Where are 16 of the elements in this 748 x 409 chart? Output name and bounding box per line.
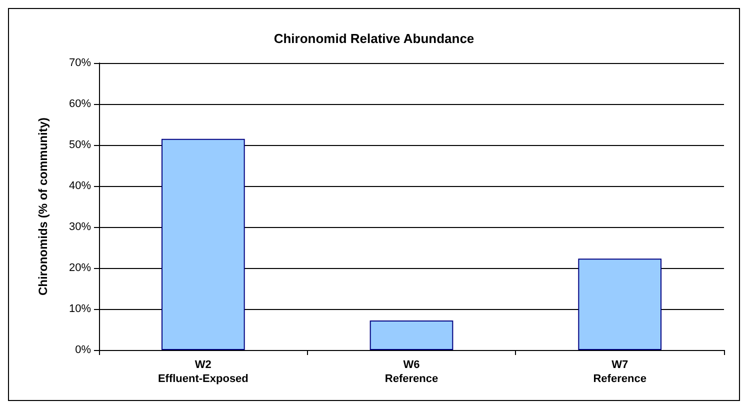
chart-title: Chironomid Relative Abundance xyxy=(274,31,474,46)
y-tick-label: 50% xyxy=(68,139,92,151)
x-tick-label: W6 Reference xyxy=(384,359,438,385)
bar xyxy=(370,320,454,350)
y-tick-label: 40% xyxy=(68,180,92,192)
x-tick-label: W7 Reference xyxy=(593,359,646,385)
y-tick-label: 30% xyxy=(68,221,92,233)
bar xyxy=(578,258,662,350)
bar xyxy=(162,138,245,350)
y-tick-label: 60% xyxy=(68,98,92,110)
x-tick-label: W2 Effluent-Exposed xyxy=(158,359,248,385)
y-axis-title: Chironomids (% of community) xyxy=(36,118,50,296)
y-tick-label: 20% xyxy=(68,262,92,274)
y-tick-label: 10% xyxy=(68,303,92,315)
y-tick-label: 70% xyxy=(68,57,92,69)
y-tick-label: 0% xyxy=(75,344,92,356)
